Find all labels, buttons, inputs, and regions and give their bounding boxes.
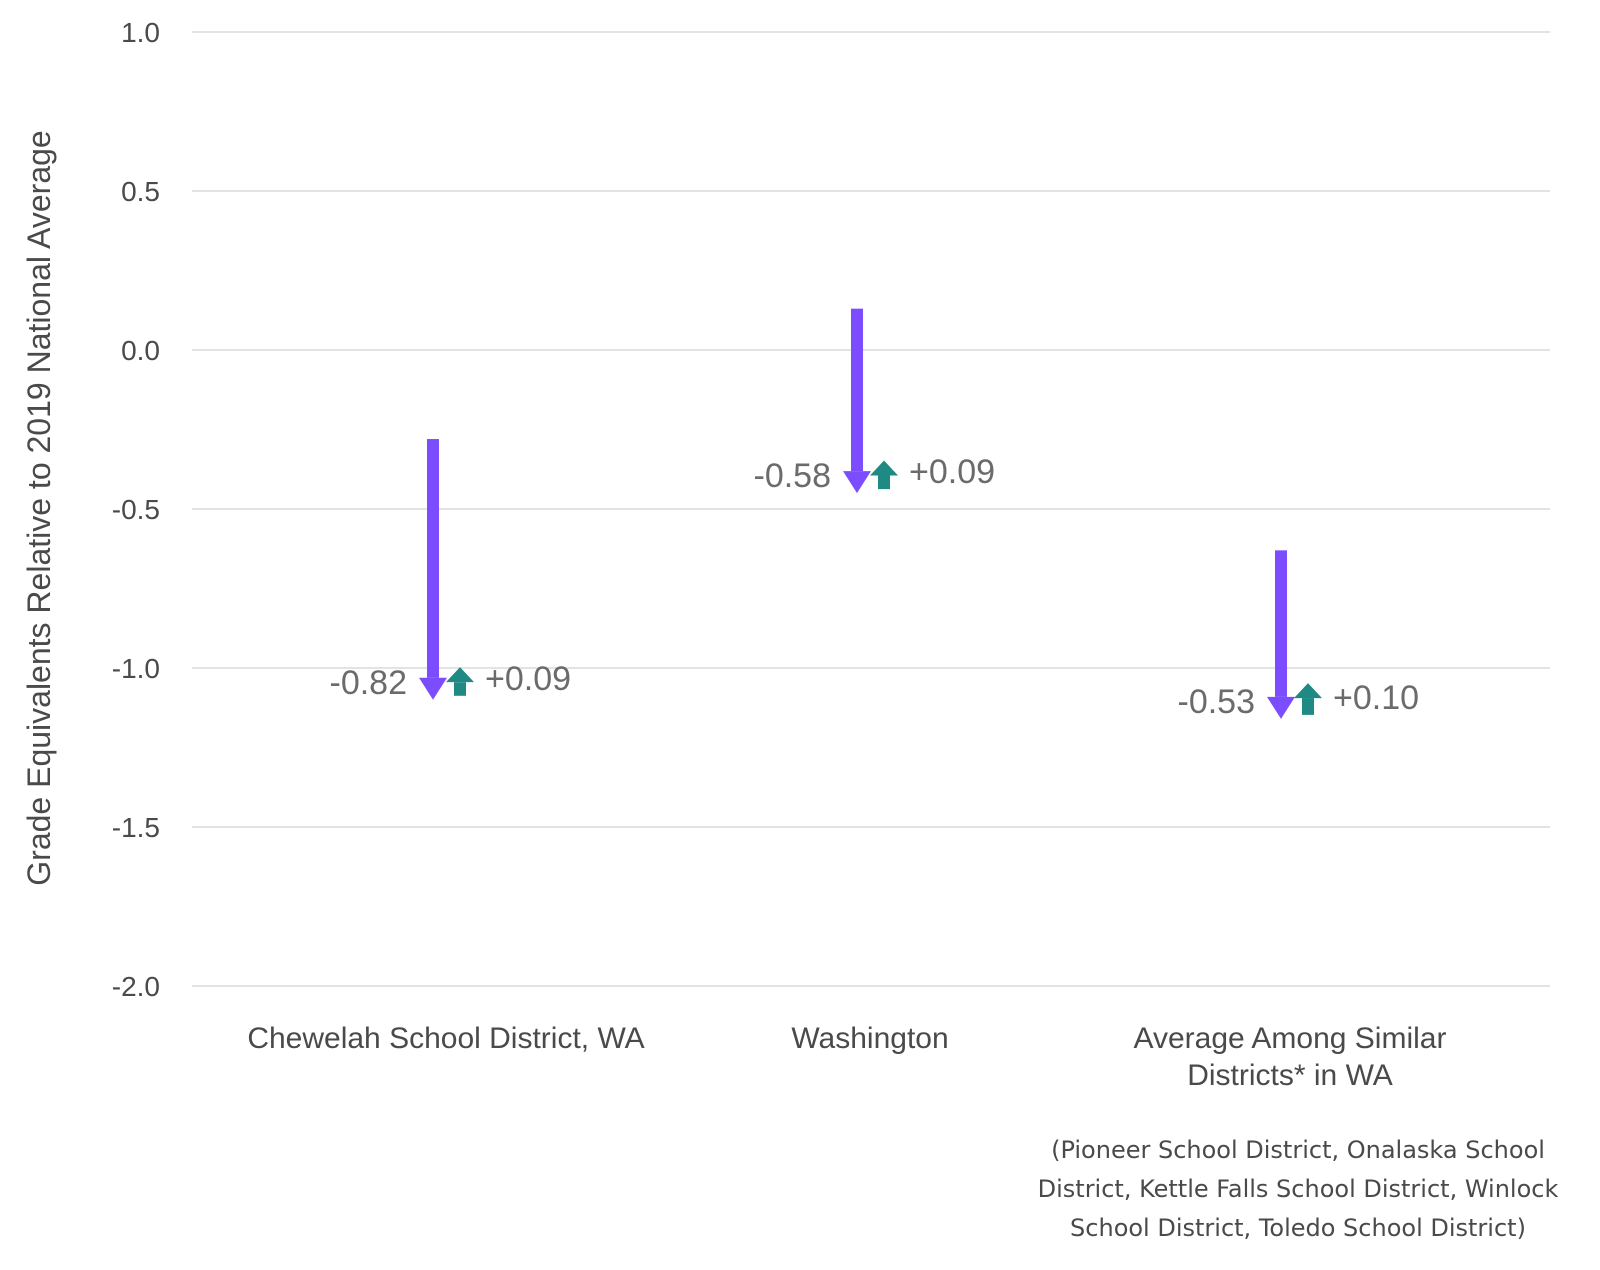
- grid-lines: [192, 31, 1550, 987]
- decline-arrow-shaft: [1275, 550, 1287, 697]
- y-tick-label: 0.0: [121, 335, 160, 366]
- y-axis-label: Grade Equivalents Relative to 2019 Natio…: [21, 130, 57, 885]
- decline-value-label: -0.53: [1178, 683, 1256, 721]
- decline-arrow-head: [419, 677, 447, 700]
- footnote: (Pioneer School District, Onalaska Schoo…: [1038, 1136, 1559, 1242]
- footnote-line: (Pioneer School District, Onalaska Schoo…: [1051, 1136, 1545, 1164]
- decline-arrow-head: [1267, 696, 1295, 719]
- y-axis-ticks: 1.0 0.5 0.0 -0.5 -1.0 -1.5 -2.0: [112, 17, 160, 1002]
- y-tick-label: -2.0: [112, 971, 160, 1002]
- recovery-arrow-head: [446, 667, 474, 683]
- y-tick-label: -1.5: [112, 812, 160, 843]
- y-tick-label: -1.0: [112, 653, 160, 684]
- decline-value-label: -0.58: [754, 457, 832, 495]
- footnote-line: School District, Toledo School District): [1070, 1214, 1526, 1242]
- recovery-value-label: +0.09: [485, 660, 571, 698]
- recovery-value-label: +0.10: [1333, 679, 1419, 717]
- category-label: Washington: [791, 1022, 948, 1055]
- chart-marks: -0.82 +0.09 -0.58 +0.09 -0.53 +0.10: [330, 308, 1419, 721]
- recovery-arrow-shaft: [878, 475, 890, 490]
- category-labels: Chewelah School District, WA Washington Av…: [247, 1022, 1446, 1092]
- decline-arrow-head: [843, 471, 871, 494]
- y-tick-label: 1.0: [121, 17, 160, 48]
- y-tick-label: 0.5: [121, 176, 160, 207]
- decline-arrow-shaft: [427, 439, 439, 678]
- category-marks: -0.82 +0.09: [330, 439, 571, 702]
- recovery-value-label: +0.09: [909, 453, 995, 491]
- footnote-line: District, Kettle Falls School District, …: [1038, 1175, 1559, 1203]
- category-label: Average Among Similar: [1134, 1022, 1447, 1055]
- category-marks: -0.58 +0.09: [754, 308, 995, 495]
- category-marks: -0.53 +0.10: [1178, 550, 1419, 721]
- recovery-arrow-head: [870, 460, 898, 476]
- recovery-arrow-shaft: [454, 682, 466, 696]
- y-tick-label: -0.5: [112, 494, 160, 525]
- category-label: Districts* in WA: [1187, 1059, 1393, 1092]
- decline-arrow-shaft: [851, 308, 863, 472]
- category-label: Chewelah School District, WA: [247, 1022, 644, 1055]
- decline-value-label: -0.82: [330, 664, 408, 702]
- recovery-arrow-shaft: [1302, 698, 1314, 715]
- recovery-arrow-head: [1294, 683, 1322, 699]
